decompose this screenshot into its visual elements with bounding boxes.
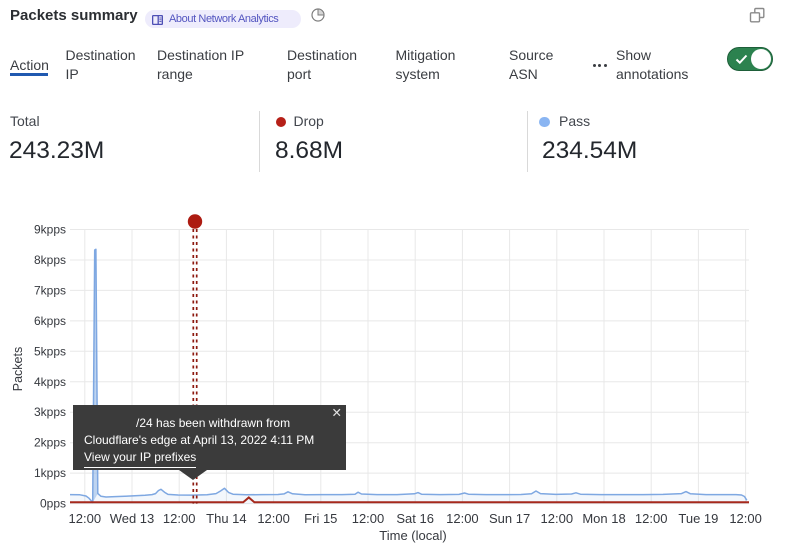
svg-text:12:00: 12:00 bbox=[635, 511, 668, 526]
svg-text:Wed 13: Wed 13 bbox=[110, 511, 155, 526]
svg-text:12:00: 12:00 bbox=[352, 511, 385, 526]
svg-text:9kpps: 9kpps bbox=[34, 223, 66, 237]
svg-text:8kpps: 8kpps bbox=[34, 253, 66, 267]
svg-text:Time (local): Time (local) bbox=[379, 528, 446, 543]
svg-text:0pps: 0pps bbox=[40, 497, 66, 511]
svg-text:6kpps: 6kpps bbox=[34, 314, 66, 328]
svg-text:12:00: 12:00 bbox=[163, 511, 196, 526]
svg-text:12:00: 12:00 bbox=[446, 511, 479, 526]
svg-text:Thu 14: Thu 14 bbox=[206, 511, 246, 526]
svg-text:12:00: 12:00 bbox=[69, 511, 102, 526]
svg-text:2kpps: 2kpps bbox=[34, 436, 66, 450]
svg-text:3kpps: 3kpps bbox=[34, 405, 66, 419]
svg-text:Sun 17: Sun 17 bbox=[489, 511, 530, 526]
svg-text:12:00: 12:00 bbox=[257, 511, 290, 526]
svg-text:Sat 16: Sat 16 bbox=[396, 511, 434, 526]
svg-text:Tue 19: Tue 19 bbox=[678, 511, 718, 526]
svg-text:Mon 18: Mon 18 bbox=[582, 511, 625, 526]
svg-text:12:00: 12:00 bbox=[729, 511, 762, 526]
svg-text:4kpps: 4kpps bbox=[34, 375, 66, 389]
svg-text:5kpps: 5kpps bbox=[34, 344, 66, 358]
svg-text:Fri 15: Fri 15 bbox=[304, 511, 337, 526]
svg-text:7kpps: 7kpps bbox=[34, 283, 66, 297]
svg-text:Packets: Packets bbox=[11, 347, 25, 391]
svg-text:12:00: 12:00 bbox=[541, 511, 574, 526]
svg-text:1kpps: 1kpps bbox=[34, 466, 66, 480]
